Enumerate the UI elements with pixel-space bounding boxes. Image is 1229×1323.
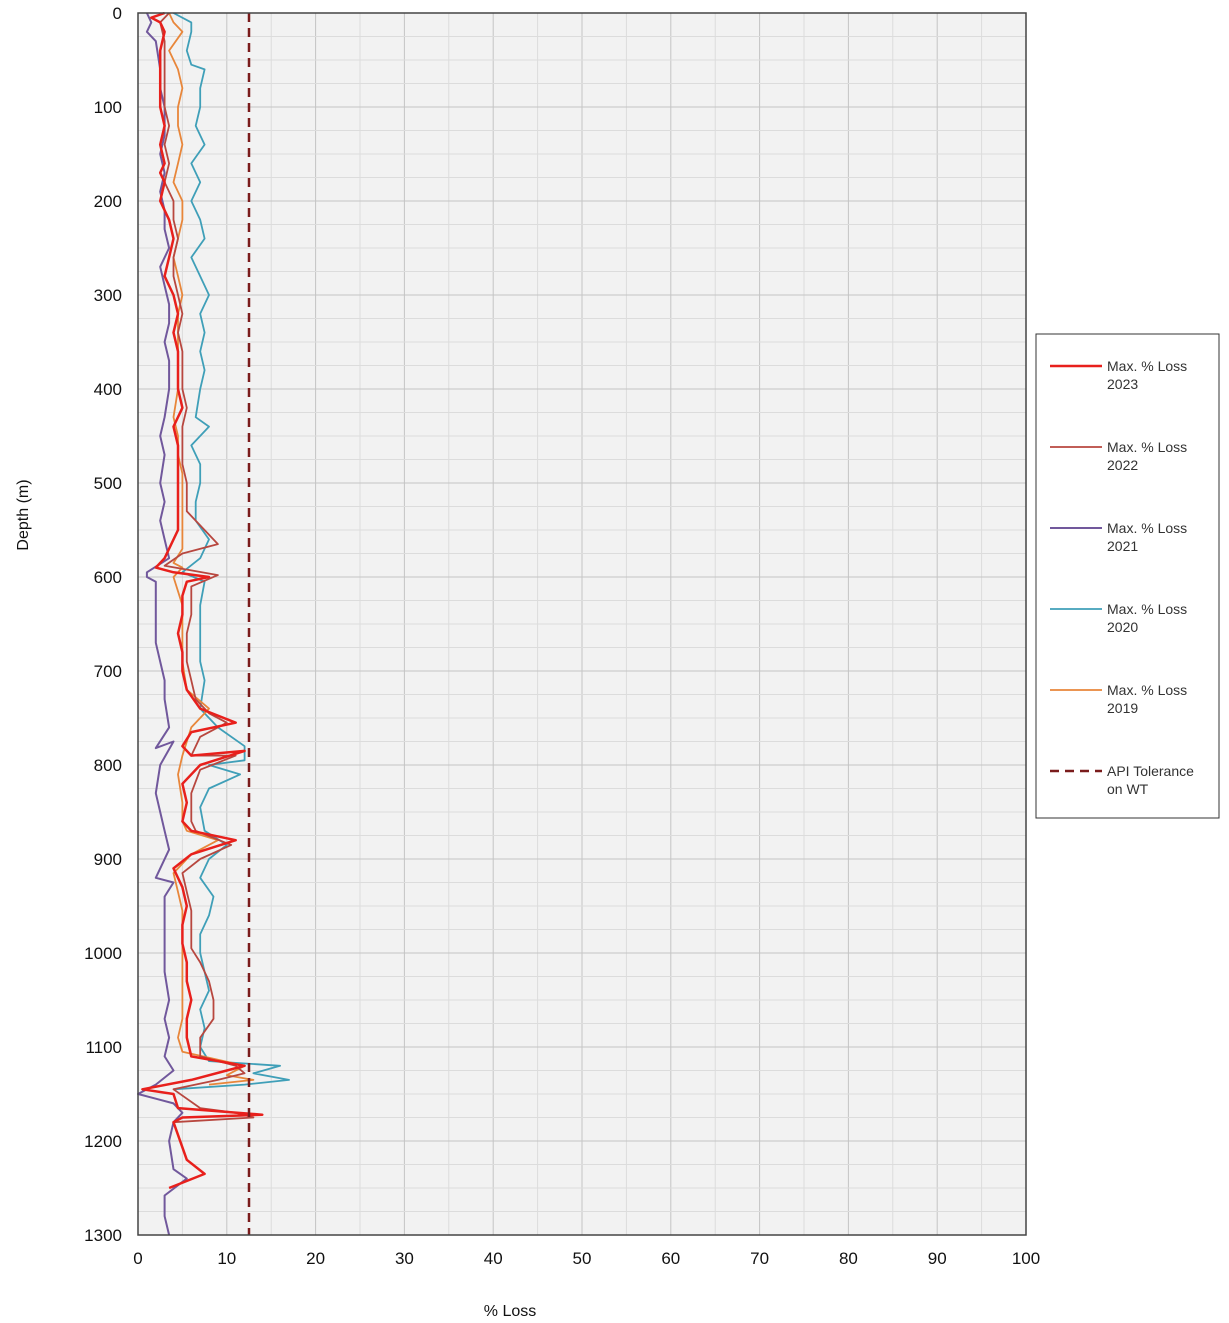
x-tick-label: 10 (217, 1249, 236, 1268)
x-tick-labels: 0 10 20 30 40 50 60 70 80 90 100 (133, 1249, 1040, 1268)
legend-box (1035, 333, 1220, 819)
x-tick-label: 20 (306, 1249, 325, 1268)
y-tick-label: 700 (94, 662, 122, 681)
y-tick-label: 600 (94, 568, 122, 587)
x-tick-label: 40 (484, 1249, 503, 1268)
y-tick-label: 400 (94, 380, 122, 399)
y-tick-label: 1300 (84, 1226, 122, 1245)
legend-label: 2023 (1107, 376, 1138, 392)
x-axis-title: % Loss (484, 1303, 536, 1320)
legend-label: Max. % Loss (1107, 439, 1187, 455)
x-tick-label: 60 (661, 1249, 680, 1268)
legend-label: on WT (1107, 781, 1149, 797)
plot-frame (137, 12, 1027, 1236)
legend-label: API Tolerance (1107, 763, 1194, 779)
x-tick-label: 70 (750, 1249, 769, 1268)
y-tick-label: 500 (94, 474, 122, 493)
legend-items: Max. % Loss 2023 Max. % Loss 2022 Max. % Los… (1050, 358, 1194, 797)
x-tick-label: 50 (573, 1249, 592, 1268)
legend-label: 2019 (1107, 700, 1138, 716)
x-tick-label: 80 (839, 1249, 858, 1268)
series-line-2 (137, 12, 188, 1236)
legend-label: Max. % Loss (1107, 601, 1187, 617)
y-tick-label: 1200 (84, 1132, 122, 1151)
legend-label: Max. % Loss (1107, 682, 1187, 698)
y-tick-label: 0 (113, 4, 122, 23)
y-tick-labels: 0 100 200 300 400 500 600 700 800 900 1000 1100 1200… (84, 4, 122, 1245)
series-line-1 (159, 12, 255, 1124)
y-tick-label: 100 (94, 98, 122, 117)
x-tick-label: 90 (928, 1249, 947, 1268)
y-axis-title: Depth (m) (15, 479, 32, 550)
legend-label: Max. % Loss (1107, 358, 1187, 374)
y-tick-label: 900 (94, 850, 122, 869)
y-tick-label: 200 (94, 192, 122, 211)
x-tick-label: 30 (395, 1249, 414, 1268)
legend-label: Max. % Loss (1107, 520, 1187, 536)
legend-label: 2020 (1107, 619, 1138, 635)
y-tick-label: 800 (94, 756, 122, 775)
x-tick-label: 0 (133, 1249, 142, 1268)
legend: Max. % Loss 2023 Max. % Loss 2022 Max. % Los… (1035, 333, 1220, 819)
legend-label: 2022 (1107, 457, 1138, 473)
y-tick-label: 1000 (84, 944, 122, 963)
series-group (137, 11, 290, 1236)
x-tick-label: 100 (1012, 1249, 1040, 1268)
y-tick-label: 300 (94, 286, 122, 305)
y-tick-label: 1100 (85, 1038, 122, 1057)
series-line-0 (141, 11, 264, 1190)
legend-label: 2021 (1107, 538, 1138, 554)
grid (137, 12, 1027, 1236)
